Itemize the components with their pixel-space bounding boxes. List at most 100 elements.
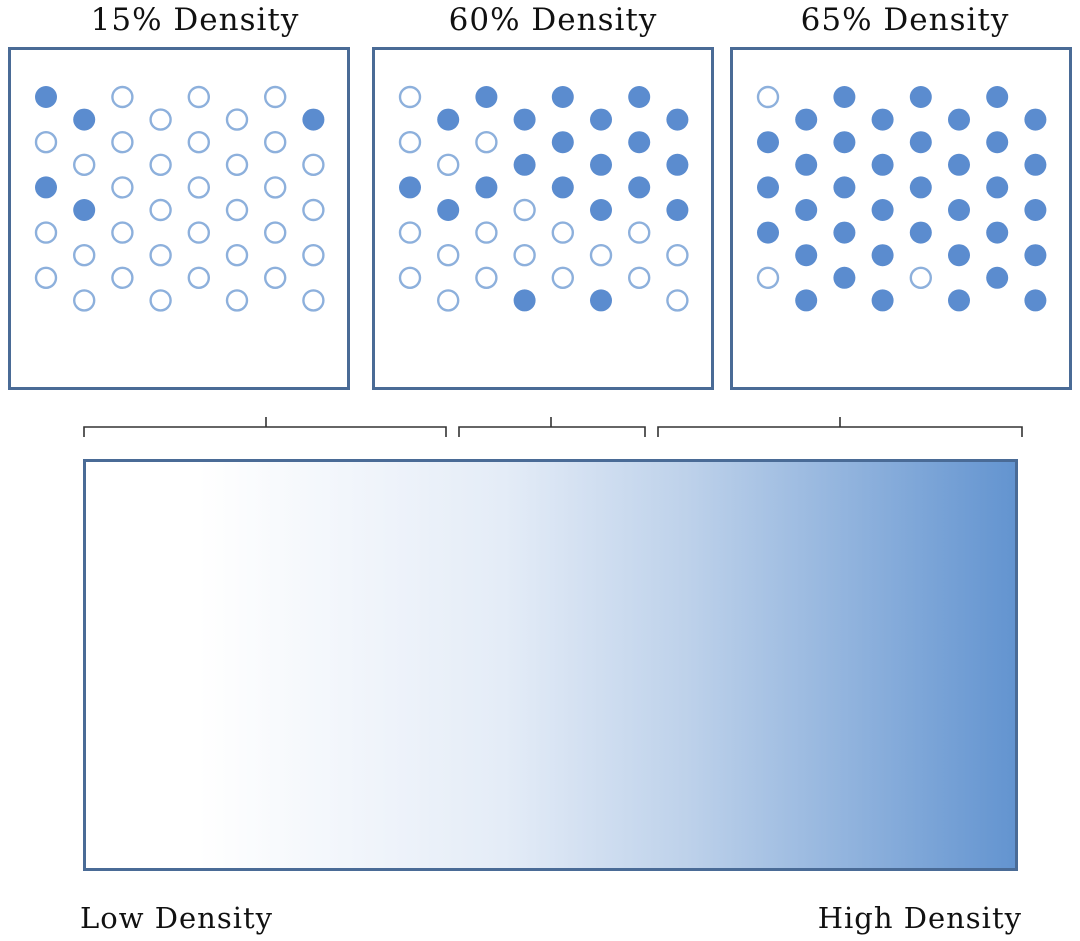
empty-dot [756,85,780,109]
empty-dot [111,130,134,154]
range-brackets [83,417,1023,437]
density-panel-60 [372,47,714,390]
empty-dot [187,266,211,290]
filled-dot [551,176,574,199]
low-density-label: Low Density [80,901,274,935]
filled-dot [551,86,574,108]
empty-dot [149,108,172,131]
filled-dot [757,221,779,244]
filled-dot [795,108,818,131]
panel-title-15: 15% Density [90,2,300,38]
bracket-mid [458,417,646,437]
filled-dot [909,86,932,108]
filled-dot [757,131,779,154]
empty-dot [551,221,575,244]
filled-dot [948,108,970,131]
empty-dot [111,85,134,109]
empty-dot [398,130,422,154]
empty-dot [398,266,422,290]
empty-dot [264,221,287,244]
filled-dot [909,221,932,244]
filled-dot [871,108,894,131]
filled-dot [302,108,325,131]
empty-dot [72,153,96,177]
filled-dot [1024,199,1047,221]
empty-dot [398,85,422,109]
filled-dot [590,153,612,176]
filled-dot [551,131,574,154]
empty-dot [34,221,58,244]
filled-dot [475,176,498,199]
empty-dot [149,243,172,267]
filled-dot [590,199,612,221]
filled-dot [795,153,818,176]
filled-dot [628,176,651,199]
filled-dot [871,199,894,221]
density-gradient-bar [83,459,1018,871]
filled-dot [590,108,612,131]
panel-frame [8,47,350,390]
filled-dot [948,199,970,221]
filled-dot [590,289,612,312]
filled-dot [1024,153,1047,176]
empty-dot [264,176,287,199]
empty-dot [264,130,287,154]
filled-dot [948,244,970,267]
filled-dot [986,266,1009,289]
dot-grid [372,47,714,390]
filled-dot [513,289,536,312]
filled-dot [833,86,856,108]
empty-dot [34,130,58,154]
empty-dot [909,266,933,290]
filled-dot [833,131,856,154]
empty-dot [225,198,249,222]
empty-dot [436,289,460,312]
empty-dot [475,266,498,290]
filled-dot [1024,289,1047,312]
empty-dot [302,198,325,222]
empty-dot [264,85,287,109]
dot-grid [730,47,1072,390]
empty-dot [756,266,780,290]
filled-dot [666,153,689,176]
filled-dot [73,108,96,131]
filled-dot [795,199,818,221]
filled-dot [513,108,536,131]
empty-dot [149,198,172,222]
filled-dot [399,176,421,199]
panel-title-60: 60% Density [448,2,658,38]
filled-dot [833,266,856,289]
empty-dot [628,221,651,244]
bracket-low [83,417,447,437]
empty-dot [513,243,536,267]
filled-dot [475,86,498,108]
panel-frame [730,47,1072,390]
empty-dot [187,176,211,199]
empty-dot [72,243,96,267]
filled-dot [909,176,932,199]
empty-dot [187,130,211,154]
empty-dot [551,266,575,290]
filled-dot [795,289,818,312]
filled-dot [437,199,460,221]
empty-dot [436,243,460,267]
empty-dot [111,266,134,290]
filled-dot [73,199,96,221]
empty-dot [111,176,134,199]
empty-dot [225,243,249,267]
empty-dot [628,266,651,290]
filled-dot [795,244,818,267]
empty-dot [187,221,211,244]
empty-dot [589,243,613,267]
filled-dot [833,221,856,244]
panel-title-65: 65% Density [800,2,1010,38]
empty-dot [111,221,134,244]
filled-dot [666,199,689,221]
filled-dot [833,176,856,199]
panel-frame [372,47,714,390]
filled-dot [909,131,932,154]
density-panel-65 [730,47,1072,390]
filled-dot [986,176,1009,199]
density-panel-15 [8,47,350,390]
filled-dot [871,289,894,312]
